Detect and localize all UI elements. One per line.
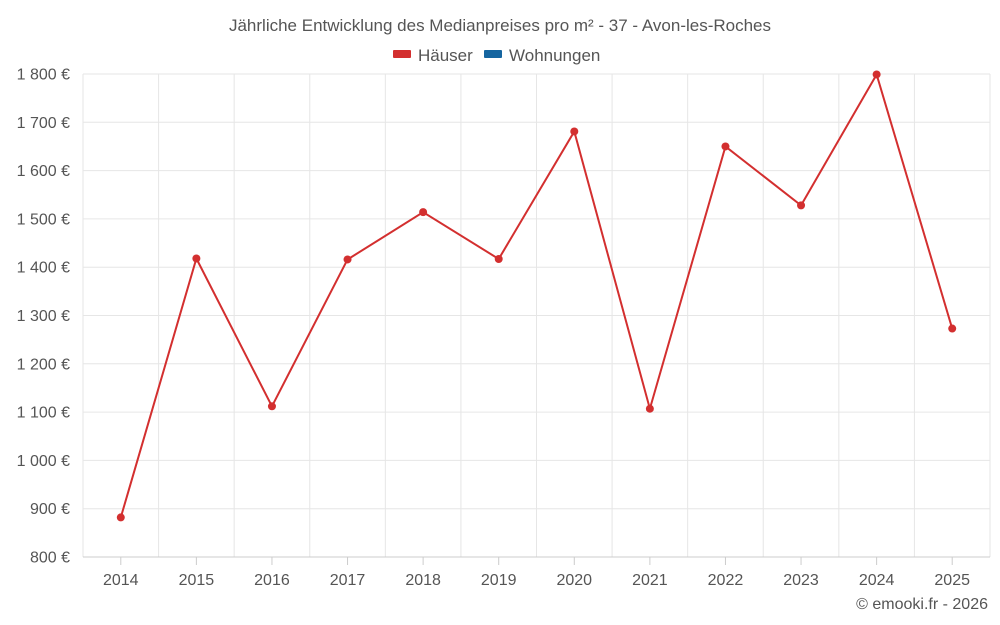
credit-text: © emooki.fr - 2026	[856, 596, 988, 613]
x-tick-label: 2024	[859, 572, 895, 589]
y-tick-label: 800 €	[30, 550, 70, 567]
legend-item-haeuser[interactable]: Häuser	[393, 46, 473, 65]
x-tick-label: 2017	[330, 572, 366, 589]
data-point[interactable]	[116, 513, 125, 522]
grid	[82, 73, 991, 557]
data-point[interactable]	[494, 254, 503, 263]
x-tick-label: 2025	[934, 572, 970, 589]
data-point[interactable]	[267, 402, 276, 411]
data-point[interactable]	[645, 404, 654, 413]
data-point[interactable]	[192, 254, 201, 263]
series-line-haeuser	[119, 71, 954, 518]
y-axis: 800 € 900 € 1 000 € 1 100 € 1 200 € 1 300 € 1 …	[17, 67, 70, 567]
data-point[interactable]	[419, 208, 428, 217]
x-tick-label: 2015	[179, 572, 215, 589]
data-point[interactable]	[721, 142, 730, 151]
y-tick-label: 900 €	[30, 501, 70, 518]
data-point[interactable]	[343, 255, 352, 264]
x-tick-label: 2021	[632, 572, 668, 589]
y-tick-label: 1 100 €	[17, 405, 70, 422]
y-tick-label: 1 700 €	[17, 115, 70, 132]
legend-label-haeuser: Häuser	[418, 46, 473, 65]
y-tick-label: 1 300 €	[17, 308, 70, 325]
x-axis: 2014 2015 2016 2017 2018 2019 2020 2021 2022 2023…	[83, 556, 990, 589]
legend-item-wohnungen[interactable]: Wohnungen	[484, 46, 600, 65]
data-point[interactable]	[872, 70, 881, 79]
x-tick-label: 2014	[103, 572, 139, 589]
series-haeuser	[116, 70, 957, 522]
y-tick-label: 1 400 €	[17, 260, 70, 277]
data-point[interactable]	[570, 127, 579, 136]
x-tick-label: 2016	[254, 572, 290, 589]
chart-title: Jährliche Entwicklung des Medianpreises …	[229, 16, 771, 35]
legend-label-wohnungen: Wohnungen	[509, 46, 600, 65]
y-tick-label: 1 500 €	[17, 211, 70, 228]
x-tick-label: 2020	[556, 572, 592, 589]
data-point[interactable]	[797, 201, 806, 210]
y-tick-label: 1 600 €	[17, 163, 70, 180]
y-tick-label: 1 000 €	[17, 453, 70, 470]
y-tick-label: 1 800 €	[17, 67, 70, 84]
x-tick-label: 2019	[481, 572, 517, 589]
x-tick-label: 2023	[783, 572, 819, 589]
x-tick-label: 2022	[708, 572, 744, 589]
legend: Häuser Wohnungen	[393, 46, 600, 65]
x-tick-label: 2018	[405, 572, 441, 589]
legend-swatch-wohnungen	[484, 50, 502, 58]
data-point[interactable]	[948, 324, 957, 333]
legend-swatch-haeuser	[393, 50, 411, 58]
y-tick-label: 1 200 €	[17, 356, 70, 373]
